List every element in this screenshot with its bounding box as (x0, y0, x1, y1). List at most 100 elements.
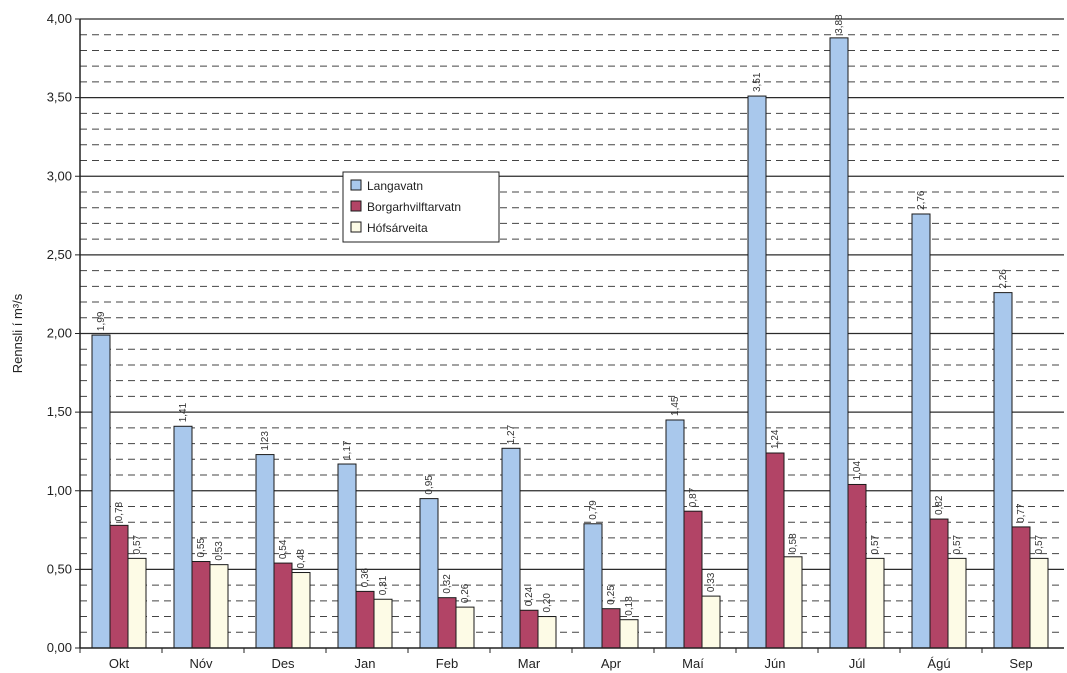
y-tick-label: 3,00 (47, 168, 72, 183)
data-label: 0,79 (588, 500, 599, 520)
bar-hófsárveita-jún (783, 556, 803, 649)
data-label: 0,57 (870, 534, 881, 554)
bar-langavatn-júl (829, 37, 849, 649)
data-label: 0,54 (278, 539, 289, 559)
bar-hófsárveita-ágú (947, 557, 967, 649)
x-category-label: Feb (436, 656, 458, 671)
x-category-label: Mar (518, 656, 541, 671)
bar-borgarhvilftarvatn-jan (355, 590, 375, 649)
y-tick-label: 3,50 (47, 90, 72, 105)
x-category-label: Maí (682, 656, 704, 671)
bar-borgarhvilftarvatn-maí (683, 510, 703, 649)
bar-langavatn-des (255, 454, 275, 649)
x-category-label: Des (271, 656, 295, 671)
x-category-label: Júl (849, 656, 866, 671)
x-category-label: Sep (1009, 656, 1032, 671)
bar-langavatn-sep (993, 292, 1013, 649)
bar-langavatn-apr (583, 523, 603, 649)
bar-hófsárveita-des (291, 572, 311, 649)
data-label: 0,36 (360, 567, 371, 587)
data-label: 3,88 (834, 14, 845, 34)
y-tick-label: 2,00 (47, 326, 72, 341)
data-label: 0,32 (442, 574, 453, 594)
bar-langavatn-ágú (911, 213, 931, 649)
data-label: 0,57 (952, 534, 963, 554)
bar-hófsárveita-maí (701, 595, 721, 649)
data-label: 1,27 (506, 424, 517, 444)
legend: Langavatn Borgarhvilftarvatn Hófsárveita (342, 171, 500, 243)
data-label: 1,45 (670, 396, 681, 416)
x-category-label: Apr (601, 656, 622, 671)
legend-label: Langavatn (367, 179, 423, 193)
data-label: 1,99 (96, 311, 107, 331)
bar-langavatn-nóv (173, 425, 193, 649)
x-category-label: Jún (765, 656, 786, 671)
data-label: 0,25 (606, 585, 617, 605)
bar-hófsárveita-mar (537, 616, 557, 649)
data-label: 0,58 (788, 533, 799, 553)
data-label: 0,33 (706, 572, 717, 592)
bar-langavatn-mar (501, 447, 521, 649)
gridlines (80, 18, 1064, 633)
bar-borgarhvilftarvatn-okt (109, 524, 129, 649)
data-label: 0,53 (214, 541, 225, 561)
data-label: 0,18 (624, 596, 635, 616)
bar-langavatn-okt (91, 334, 111, 649)
bar-langavatn-feb (419, 498, 439, 649)
y-tick-label: 1,00 (47, 483, 72, 498)
bar-borgarhvilftarvatn-nóv (191, 561, 211, 649)
y-axis-title: Rennsli í m³/s (10, 293, 25, 373)
data-label: 0,95 (424, 475, 435, 495)
bar-langavatn-jan (337, 463, 357, 649)
bar-borgarhvilftarvatn-des (273, 562, 293, 649)
bar-hófsárveita-jan (373, 598, 393, 649)
data-label: 1,17 (342, 440, 353, 460)
y-tick-label: 0,00 (47, 640, 72, 655)
legend-label: Borgarhvilftarvatn (367, 200, 461, 214)
bar-borgarhvilftarvatn-feb (437, 597, 457, 649)
labels: 1,99 0,78 0,57 Okt 1,41 0,55 0,53 Nóv 1,23 0,54 0,… (96, 14, 1045, 671)
data-label: 1,24 (770, 429, 781, 449)
x-category-label: Jan (355, 656, 376, 671)
legend-swatch (350, 179, 362, 191)
bar-borgarhvilftarvatn-mar (519, 609, 539, 649)
data-label: 0,87 (688, 487, 699, 507)
bars (91, 37, 1049, 649)
data-label: 2,76 (916, 190, 927, 210)
y-tick-label: 1,50 (47, 404, 72, 419)
x-category-label: Ágú (927, 656, 950, 671)
legend-box (342, 171, 500, 243)
data-label: 0,26 (460, 583, 471, 603)
bar-langavatn-maí (665, 419, 685, 649)
y-tick-label: 2,50 (47, 247, 72, 262)
data-label: 1,04 (852, 461, 863, 481)
bar-hófsárveita-okt (127, 557, 147, 649)
x-category-label: Nóv (189, 656, 213, 671)
x-category-label: Okt (109, 656, 130, 671)
bar-borgarhvilftarvatn-sep (1011, 526, 1031, 649)
axes: 0,00 0,50 1,00 1,50 2,00 2,50 3,00 3,50 4,00 Renn… (10, 11, 1064, 655)
data-label: 1,41 (178, 402, 189, 422)
data-label: 0,78 (114, 501, 125, 521)
bar-borgarhvilftarvatn-ágú (929, 518, 949, 649)
data-label: 0,20 (542, 593, 553, 613)
data-label: 0,24 (524, 586, 535, 606)
bar-hófsárveita-nóv (209, 564, 229, 649)
legend-swatch (350, 221, 362, 233)
bar-borgarhvilftarvatn-apr (601, 608, 621, 649)
legend-swatch (350, 200, 362, 212)
data-label: 1,23 (260, 431, 271, 451)
y-tick-label: 0,50 (47, 561, 72, 576)
bar-borgarhvilftarvatn-jún (765, 452, 785, 649)
bar-borgarhvilftarvatn-júl (847, 483, 867, 649)
bar-hófsárveita-júl (865, 557, 885, 649)
data-label: 0,57 (132, 534, 143, 554)
y-tick-label: 4,00 (47, 11, 72, 26)
bar-langavatn-jún (747, 95, 767, 649)
data-label: 0,82 (934, 495, 945, 515)
bar-hófsárveita-sep (1029, 557, 1049, 649)
data-label: 2,26 (998, 269, 1009, 289)
data-label: 0,31 (378, 575, 389, 595)
bar-hófsárveita-feb (455, 606, 475, 649)
